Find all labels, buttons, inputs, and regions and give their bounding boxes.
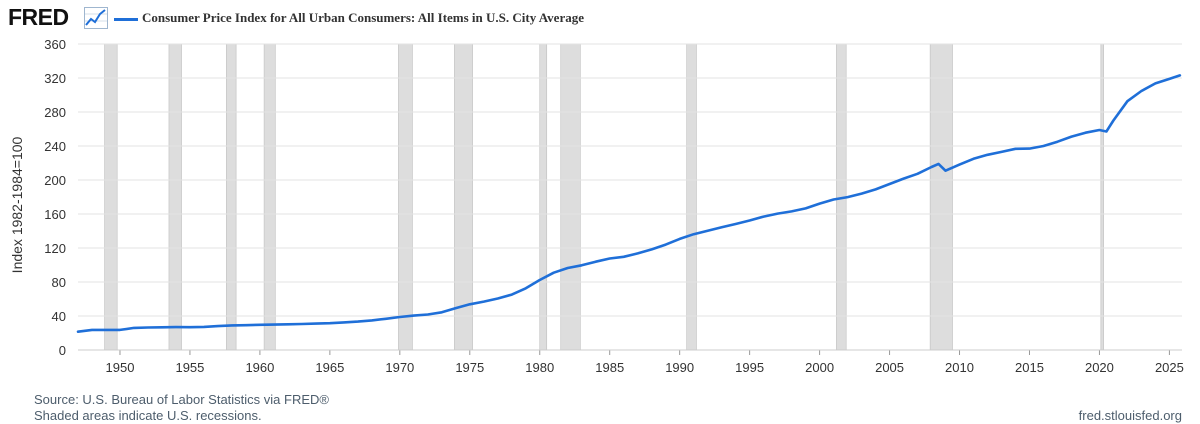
x-tick-label: 2010 [945,360,974,375]
x-tick-label: 1975 [455,360,484,375]
x-tick-label: 1950 [106,360,135,375]
y-tick-label: 0 [59,343,66,358]
footer-left: Source: U.S. Bureau of Labor Statistics … [34,392,329,424]
x-tick-label: 1985 [595,360,624,375]
recession-band [687,44,697,350]
y-tick-label: 120 [44,241,66,256]
y-tick-label: 320 [44,71,66,86]
recession-band [398,44,412,350]
plot-area [78,44,1182,350]
y-tick-label: 360 [44,37,66,52]
source-line: Source: U.S. Bureau of Labor Statistics … [34,392,329,408]
recession-band [226,44,236,350]
site-link[interactable]: fred.stlouisfed.org [1079,408,1182,423]
recession-band [169,44,182,350]
y-tick-label: 280 [44,105,66,120]
x-tick-label: 1960 [245,360,274,375]
y-tick-label: 200 [44,173,66,188]
y-tick-label: 160 [44,207,66,222]
x-tick-label: 2015 [1015,360,1044,375]
x-tick-label: 1980 [525,360,554,375]
x-tick-label: 2005 [875,360,904,375]
recession-band [930,44,952,350]
x-tick-label: 1995 [735,360,764,375]
recession-band [105,44,118,350]
x-tick-label: 1955 [175,360,204,375]
y-tick-label: 40 [52,309,66,324]
source-prefix: Source: [34,392,82,407]
recession-band [264,44,275,350]
source-text[interactable]: U.S. Bureau of Labor Statistics via FRED… [82,392,329,407]
x-tick-label: 1990 [665,360,694,375]
recession-band [561,44,581,350]
x-tick-label: 2025 [1155,360,1184,375]
x-tick-label: 1965 [315,360,344,375]
x-tick-label: 2000 [805,360,834,375]
y-tick-label: 80 [52,275,66,290]
recession-note: Shaded areas indicate U.S. recessions. [34,408,329,424]
recession-band [1101,44,1104,350]
x-tick-label: 2020 [1085,360,1114,375]
y-tick-label: 240 [44,139,66,154]
x-tick-label: 1970 [385,360,414,375]
recession-band [540,44,547,350]
